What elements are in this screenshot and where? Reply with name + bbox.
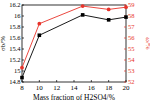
y-tick-label: 14.8 (9, 78, 20, 85)
y-tick (22, 49, 24, 50)
chart-root: 810121416182014.81515.215.415.615.81616.… (0, 0, 150, 112)
y-tick-label: 15 (14, 67, 21, 74)
plot-frame (22, 5, 126, 82)
y-tick-label: 15.2 (9, 56, 20, 63)
y-tick-label: 15.6 (9, 34, 21, 41)
y-tick (22, 71, 24, 72)
x-tick-label: 12 (53, 84, 61, 92)
y2-tick-label: 54 (128, 56, 135, 63)
y-tick-label: 15.8 (9, 23, 20, 30)
y-axis-label: σb/% (0, 36, 7, 51)
series-marker (124, 5, 128, 9)
y2-tick-label: 52 (128, 78, 135, 85)
y2-tick (124, 49, 126, 50)
y-tick (22, 27, 24, 28)
y-tick (22, 60, 24, 61)
y2-axis-label: ω/% (144, 37, 150, 50)
y-tick-label: 15.4 (9, 45, 21, 52)
series-marker (124, 15, 128, 19)
y-tick (22, 38, 24, 39)
series-marker (20, 76, 24, 80)
y-tick (22, 82, 24, 83)
y2-tick-label: 56 (128, 34, 135, 41)
series-marker (20, 66, 24, 70)
y-tick-label: 16.2 (9, 1, 20, 8)
x-tick (108, 80, 109, 82)
series-line (22, 6, 126, 68)
x-tick-label: 14 (71, 84, 79, 92)
y-tick-label: 16 (14, 12, 21, 19)
y2-tick-label: 58 (128, 12, 135, 19)
y-tick (22, 16, 24, 17)
y-tick (22, 5, 24, 6)
series-marker (81, 13, 85, 17)
y2-tick-label: 59 (128, 1, 135, 8)
y2-tick (124, 27, 126, 28)
y2-tick-label: 53 (128, 67, 135, 74)
y2-tick-label: 57 (128, 23, 135, 30)
x-tick-label: 8 (20, 84, 24, 92)
y2-tick (124, 82, 126, 83)
series-line (22, 15, 126, 78)
series-marker (37, 22, 41, 26)
plot-area (20, 4, 128, 79)
x-tick (91, 80, 92, 82)
chart-svg: 810121416182014.81515.215.415.615.81616.… (0, 0, 150, 112)
x-tick-label: 16 (88, 84, 96, 92)
x-tick (56, 80, 57, 82)
series-marker (107, 7, 111, 11)
y2-tick-label: 55 (128, 45, 135, 52)
x-tick-label: 18 (105, 84, 113, 92)
x-axis-label: Mass fraction of H2SO4/% (33, 93, 115, 102)
x-tick-label: 10 (36, 84, 44, 92)
y2-tick (124, 38, 126, 39)
y2-tick (124, 60, 126, 61)
series-marker (107, 18, 111, 22)
series-marker (81, 4, 85, 8)
series-marker (38, 33, 42, 37)
x-tick (39, 80, 40, 82)
x-tick (74, 80, 75, 82)
y2-tick (124, 71, 126, 72)
